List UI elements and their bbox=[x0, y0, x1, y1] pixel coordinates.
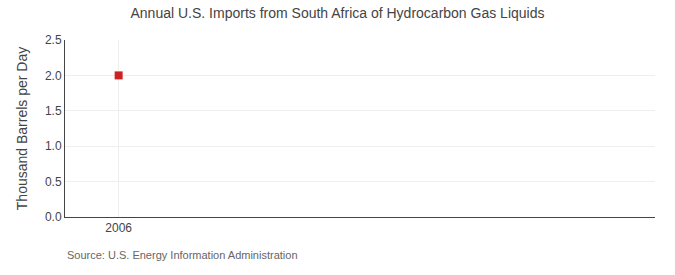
svg-text:Thousand Barrels per Day: Thousand Barrels per Day bbox=[14, 47, 30, 210]
svg-text:2.5: 2.5 bbox=[45, 33, 62, 47]
svg-text:0.5: 0.5 bbox=[45, 175, 62, 189]
svg-text:2.0: 2.0 bbox=[45, 69, 62, 83]
svg-text:Annual U.S. Imports from South: Annual U.S. Imports from South Africa of… bbox=[131, 5, 545, 21]
svg-text:Source: U.S. Energy Informatio: Source: U.S. Energy Information Administ… bbox=[67, 249, 298, 261]
svg-text:1.0: 1.0 bbox=[45, 139, 62, 153]
svg-text:0.0: 0.0 bbox=[45, 210, 62, 224]
svg-text:1.5: 1.5 bbox=[45, 104, 62, 118]
svg-text:2006: 2006 bbox=[105, 221, 132, 235]
